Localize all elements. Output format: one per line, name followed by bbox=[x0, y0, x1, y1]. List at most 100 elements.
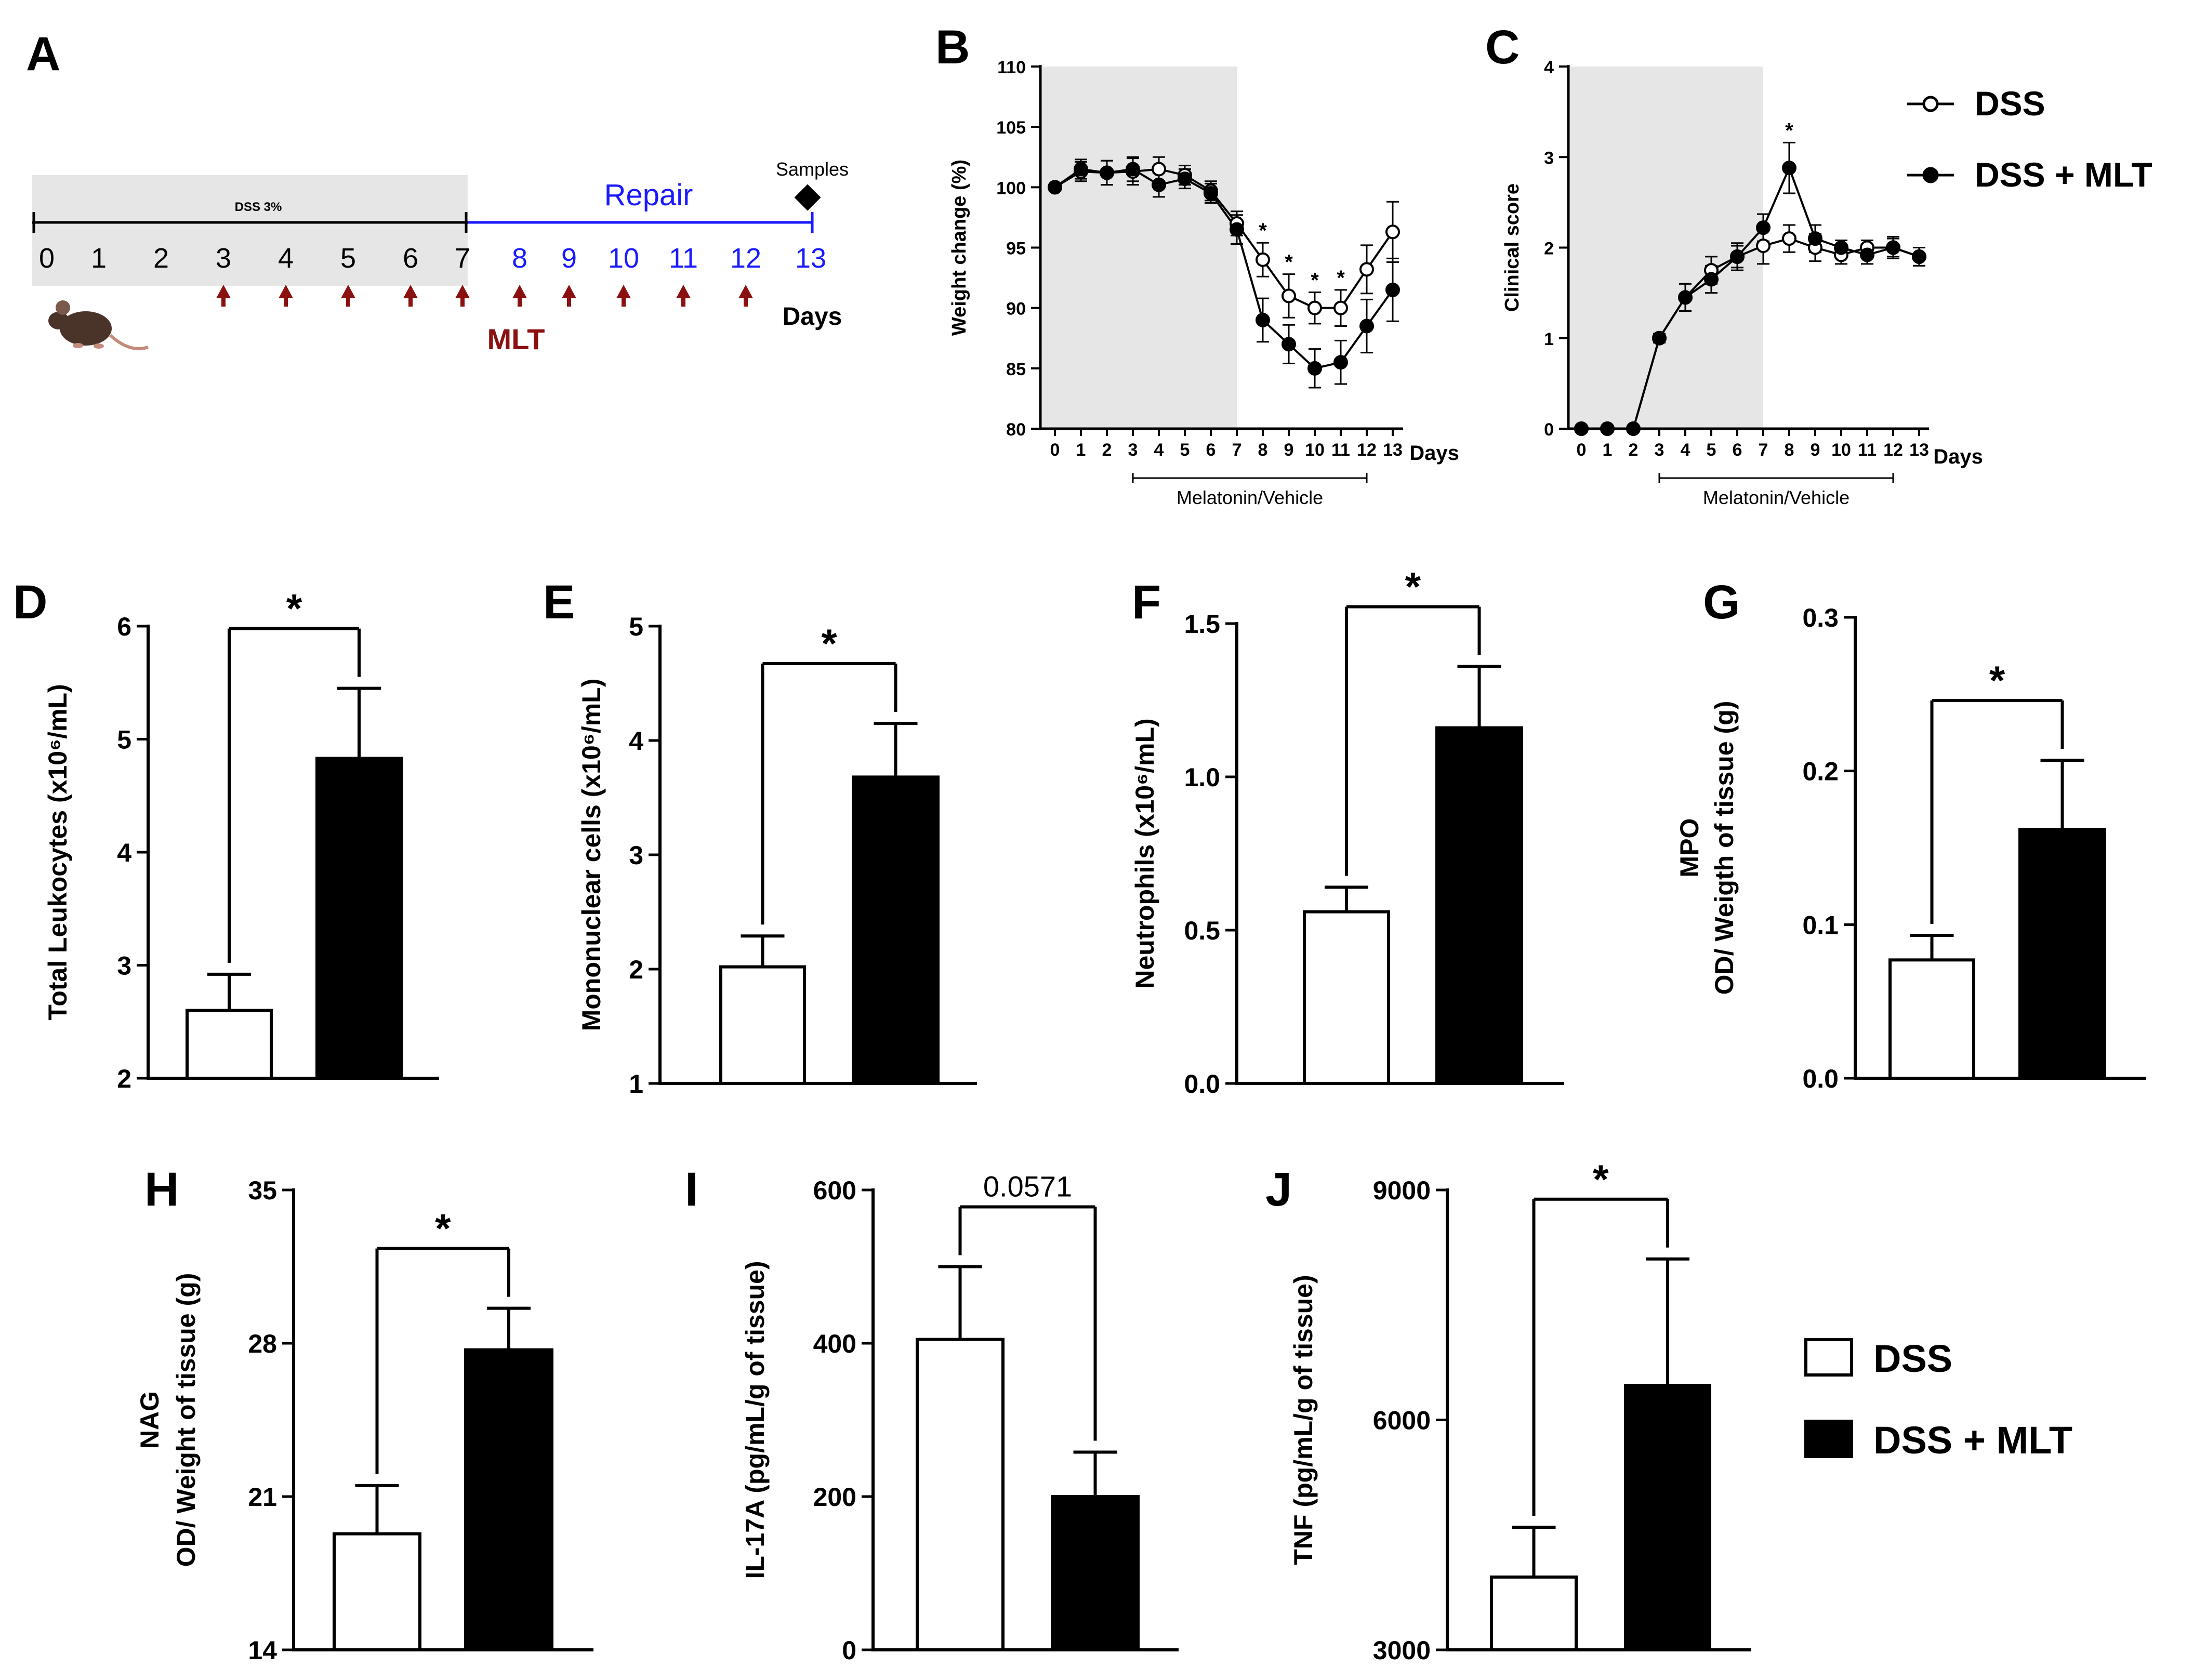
x-tick-label: 5 bbox=[1707, 440, 1716, 460]
timeline-day-6: 6 bbox=[403, 243, 418, 274]
panel-label-d: D bbox=[13, 576, 47, 629]
data-point-dss-mlt bbox=[1860, 247, 1874, 262]
x-tick-label: 3 bbox=[1655, 440, 1664, 460]
x-tick-label: 8 bbox=[1785, 440, 1794, 460]
timeline-day-0: 0 bbox=[39, 243, 55, 274]
legend-label-dss: DSS bbox=[1975, 84, 2045, 123]
data-point-dss-mlt bbox=[1912, 249, 1926, 264]
mlt-dose-arrow-day-6 bbox=[403, 285, 418, 307]
x-tick-label: 7 bbox=[1232, 440, 1242, 460]
data-point-dss-mlt bbox=[1600, 421, 1615, 436]
mlt-dose-arrow-day-8 bbox=[512, 285, 527, 307]
data-point-dss-mlt bbox=[1730, 249, 1745, 264]
treatment-shaded-region bbox=[1568, 67, 1763, 429]
y-tick-label: 3 bbox=[1544, 148, 1554, 168]
significance-marker: * bbox=[1785, 119, 1793, 142]
mouse-foot bbox=[73, 343, 83, 348]
y-axis-label: OD/ Weigth of tissue (g) bbox=[1710, 701, 1739, 995]
y-tick-label: 1 bbox=[1544, 329, 1554, 349]
data-point-dss bbox=[1782, 231, 1796, 246]
x-tick-label: 6 bbox=[1206, 440, 1216, 460]
mlt-dose-arrow-day-9 bbox=[562, 285, 576, 307]
timeline-day-7: 7 bbox=[455, 243, 470, 274]
timeline-day-3: 3 bbox=[216, 243, 231, 274]
data-point-dss-mlt bbox=[1074, 162, 1088, 177]
panel-label-h: H bbox=[144, 1163, 179, 1216]
mlt-label: MLT bbox=[487, 323, 545, 355]
data-point-dss bbox=[1152, 162, 1166, 177]
panel-label-g: G bbox=[1703, 576, 1740, 629]
legend-marker-dss bbox=[1922, 96, 1939, 112]
data-point-dss bbox=[1359, 262, 1374, 277]
data-point-dss-mlt bbox=[1704, 272, 1719, 287]
y-tick-label: 1 bbox=[629, 1069, 643, 1099]
mouse-foot bbox=[94, 343, 104, 349]
bar-dss-mlt bbox=[2018, 828, 2106, 1080]
y-tick-label: 4 bbox=[1544, 58, 1554, 77]
data-point-dss bbox=[1385, 224, 1400, 240]
y-tick-label: 3000 bbox=[1373, 1636, 1431, 1665]
bar-dss bbox=[1888, 958, 1975, 1080]
y-tick-label: 600 bbox=[813, 1176, 856, 1205]
y-tick-label: 14 bbox=[248, 1636, 277, 1665]
data-point-dss bbox=[1333, 300, 1348, 315]
mouse-tail bbox=[109, 334, 149, 350]
y-axis-label: MPO bbox=[1675, 818, 1704, 878]
legend-marker-dss-mlt bbox=[1922, 167, 1939, 183]
bar-dss bbox=[333, 1532, 421, 1651]
data-point-dss-mlt bbox=[1756, 220, 1771, 235]
mlt-dose-arrow-day-10 bbox=[616, 285, 631, 307]
data-point-dss-mlt bbox=[1385, 282, 1400, 297]
mouse-body bbox=[60, 311, 112, 346]
y-tick-label: 21 bbox=[248, 1483, 277, 1512]
chart-f: F 0.0 0.5 1.0 1.5 Neutrophils (x10⁶/mL) * bbox=[1130, 564, 1564, 1099]
x-tick-label: 0 bbox=[1577, 440, 1587, 460]
y-tick-label: 85 bbox=[1006, 360, 1026, 379]
bar-dss bbox=[1303, 910, 1390, 1085]
data-point-dss bbox=[1307, 300, 1322, 315]
mlt-dose-arrow-day-7 bbox=[455, 285, 470, 307]
mlt-dose-arrow-day-12 bbox=[738, 285, 753, 307]
treatment-bracket-label: Melatonin/Vehicle bbox=[1177, 487, 1323, 508]
data-point-dss-mlt bbox=[1574, 421, 1589, 436]
bar-dss-mlt bbox=[1435, 726, 1523, 1085]
data-point-dss-mlt bbox=[1100, 165, 1114, 180]
y-tick-label: 3 bbox=[117, 951, 131, 981]
panel-label-f: F bbox=[1132, 576, 1161, 629]
chart-g: G 0.0 0.1 0.2 0.3 MPO OD/ Weigth of tissue (g)… bbox=[1675, 576, 2146, 1093]
significance-marker: * bbox=[821, 620, 837, 666]
y-tick-label: 0 bbox=[1544, 420, 1554, 440]
y-tick-label: 35 bbox=[248, 1176, 277, 1205]
x-tick-label: 1 bbox=[1603, 440, 1613, 460]
p-value-label: 0.0571 bbox=[983, 1170, 1072, 1203]
bar-dss-mlt bbox=[852, 775, 940, 1085]
timeline-day-2: 2 bbox=[153, 243, 169, 274]
y-tick-label: 2 bbox=[117, 1064, 131, 1093]
timeline-day-8: 8 bbox=[512, 243, 527, 274]
y-tick-label: 2 bbox=[629, 955, 643, 984]
mlt-dose-arrow-day-4 bbox=[279, 285, 293, 307]
x-tick-label: 8 bbox=[1258, 440, 1268, 460]
data-point-dss-mlt bbox=[1230, 222, 1244, 237]
legend-label-dss-mlt: DSS + MLT bbox=[1975, 155, 2152, 194]
x-tick-label: 9 bbox=[1811, 440, 1820, 460]
y-tick-label: 0.2 bbox=[1802, 757, 1839, 786]
mlt-dose-arrow-day-5 bbox=[341, 285, 355, 307]
significance-marker: * bbox=[1259, 219, 1267, 242]
y-tick-label: 2 bbox=[1544, 239, 1554, 259]
data-point-dss-mlt bbox=[1652, 330, 1667, 346]
x-tick-label: 6 bbox=[1733, 440, 1742, 460]
x-tick-label: 13 bbox=[1383, 440, 1403, 460]
chart-h: H 14 21 28 35 NAG OD/ Weight of tissue (g) * bbox=[135, 1163, 593, 1665]
x-tick-label: 1 bbox=[1076, 440, 1086, 460]
line-legend: DSS DSS + MLT bbox=[1907, 84, 2152, 194]
data-point-dss-mlt bbox=[1782, 161, 1796, 176]
timeline-day-10: 10 bbox=[608, 243, 639, 274]
y-tick-label: 80 bbox=[1006, 420, 1026, 440]
y-tick-label: 95 bbox=[1006, 239, 1026, 259]
y-tick-label: 110 bbox=[997, 58, 1026, 77]
y-tick-label: 0.5 bbox=[1184, 916, 1220, 945]
